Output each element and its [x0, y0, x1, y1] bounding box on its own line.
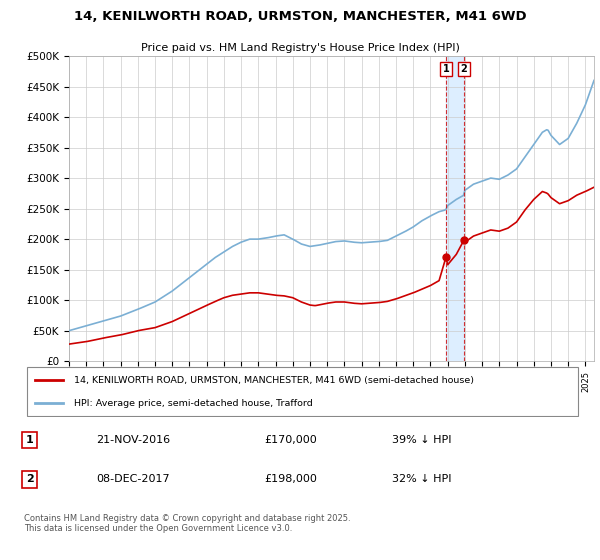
Text: 39% ↓ HPI: 39% ↓ HPI	[392, 435, 452, 445]
Text: 2: 2	[460, 64, 467, 74]
Text: HPI: Average price, semi-detached house, Trafford: HPI: Average price, semi-detached house,…	[74, 399, 313, 408]
Text: 32% ↓ HPI: 32% ↓ HPI	[392, 474, 452, 484]
Text: 14, KENILWORTH ROAD, URMSTON, MANCHESTER, M41 6WD: 14, KENILWORTH ROAD, URMSTON, MANCHESTER…	[74, 11, 526, 24]
Text: 08-DEC-2017: 08-DEC-2017	[97, 474, 170, 484]
Text: 1: 1	[26, 435, 34, 445]
Text: £170,000: £170,000	[264, 435, 317, 445]
FancyBboxPatch shape	[27, 367, 578, 416]
Text: £198,000: £198,000	[264, 474, 317, 484]
Text: 21-NOV-2016: 21-NOV-2016	[97, 435, 170, 445]
Bar	[446, 56, 464, 361]
Text: Price paid vs. HM Land Registry's House Price Index (HPI): Price paid vs. HM Land Registry's House …	[140, 43, 460, 53]
Text: 1: 1	[443, 64, 449, 74]
Text: 2: 2	[26, 474, 34, 484]
Text: Contains HM Land Registry data © Crown copyright and database right 2025.
This d: Contains HM Land Registry data © Crown c…	[24, 514, 350, 533]
Text: 14, KENILWORTH ROAD, URMSTON, MANCHESTER, M41 6WD (semi-detached house): 14, KENILWORTH ROAD, URMSTON, MANCHESTER…	[74, 376, 474, 385]
